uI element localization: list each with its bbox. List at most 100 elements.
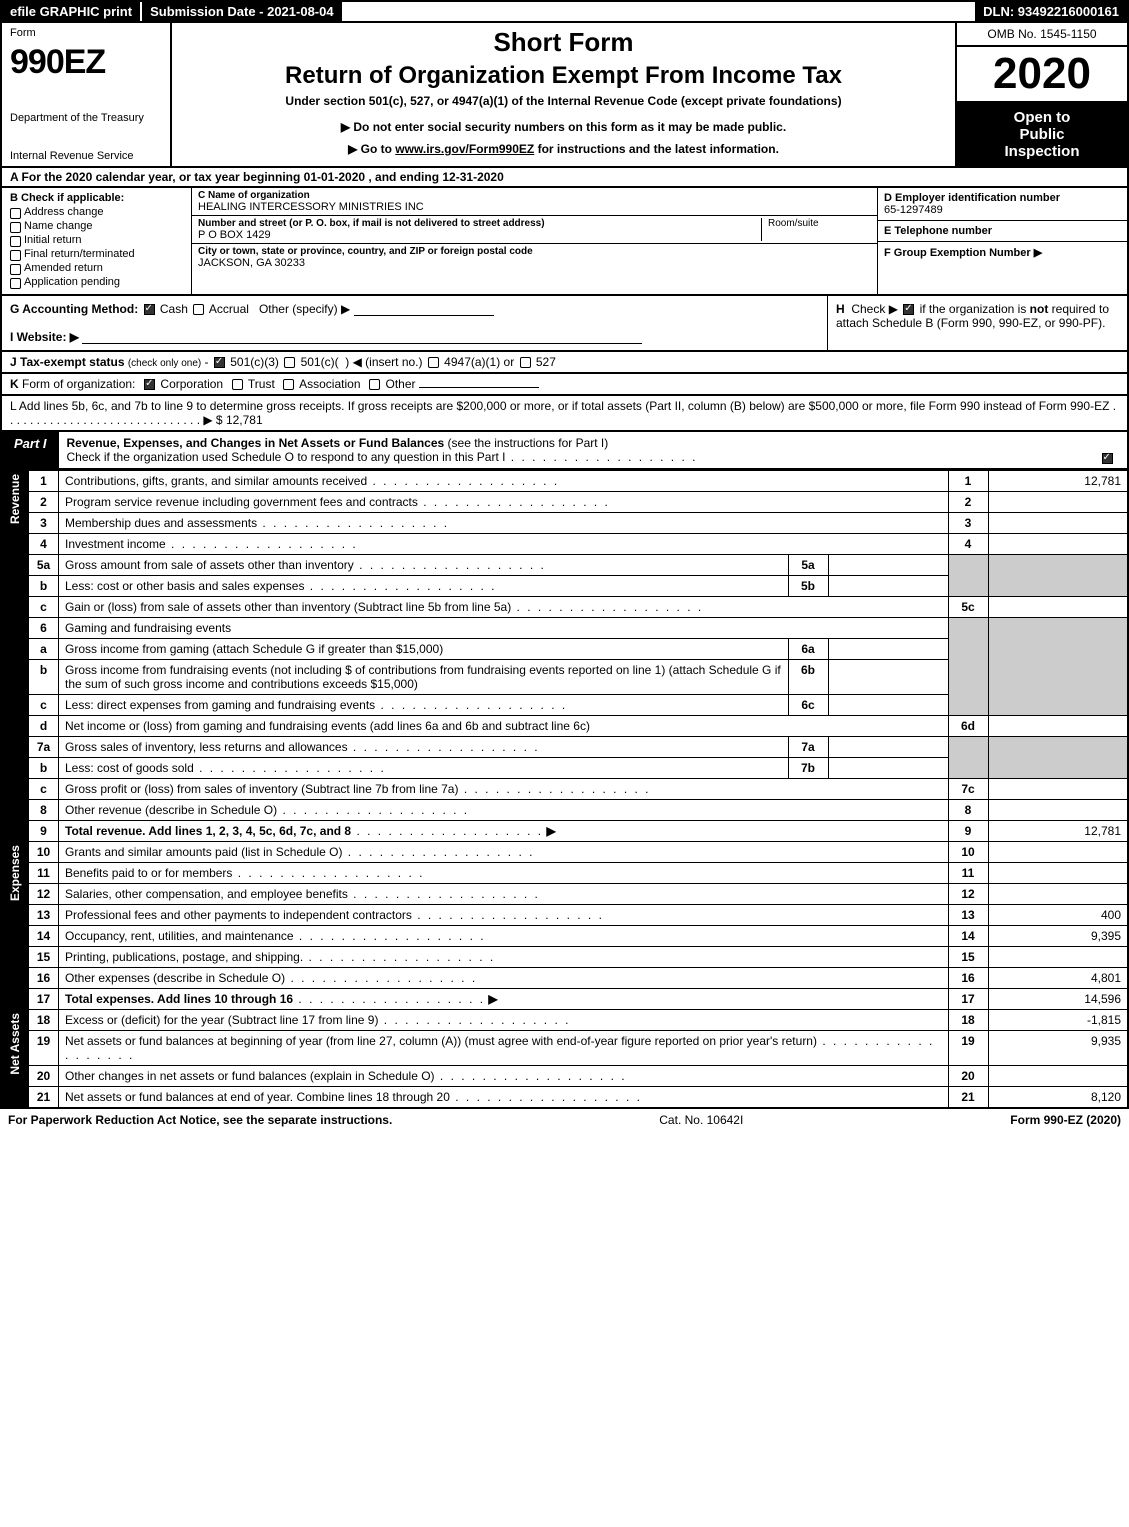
r14-text: Occupancy, rent, utilities, and maintena… (59, 926, 949, 947)
r3-text: Membership dues and assessments (59, 513, 949, 534)
r5ab-shade (948, 555, 988, 597)
r13-num: 13 (29, 905, 59, 926)
g-other-blank[interactable] (354, 315, 494, 316)
c-name-row: C Name of organization HEALING INTERCESS… (192, 188, 877, 216)
r20-num: 20 (29, 1066, 59, 1087)
r14-rn: 14 (948, 926, 988, 947)
ssn-warning: ▶ Do not enter social security numbers o… (184, 120, 943, 134)
i-website-blank[interactable] (82, 343, 642, 344)
cb-amended-return[interactable]: Amended return (10, 262, 183, 274)
r15-rn: 15 (948, 947, 988, 968)
r12-text: Salaries, other compensation, and employ… (59, 884, 949, 905)
r6b-sbv (828, 660, 948, 695)
r6d-rn: 6d (948, 716, 988, 737)
r8-rn: 8 (948, 800, 988, 821)
r21-num: 21 (29, 1087, 59, 1109)
r4-val (988, 534, 1128, 555)
block-bcdef: B Check if applicable: Address change Na… (0, 188, 1129, 296)
cb-527-icon[interactable] (520, 357, 531, 368)
r12-num: 12 (29, 884, 59, 905)
r5a-sbv (828, 555, 948, 576)
f-group-label: F Group Exemption Number ▶ (884, 246, 1121, 259)
cb-assoc-icon[interactable] (283, 379, 294, 390)
org-street: P O BOX 1429 (198, 229, 761, 241)
r7c-text: Gross profit or (loss) from sales of inv… (59, 779, 949, 800)
cb-cash-icon[interactable] (144, 304, 155, 315)
part-1-sub: Check if the organization used Schedule … (67, 450, 506, 464)
g-accrual: Accrual (209, 302, 249, 316)
c-city-row: City or town, state or province, country… (192, 244, 877, 271)
cb-schedule-b-icon[interactable] (903, 304, 914, 315)
footer-right: Form 990-EZ (2020) (1010, 1113, 1121, 1127)
room-suite-label: Room/suite (761, 218, 871, 241)
r6b-text: Gross income from fundraising events (no… (59, 660, 789, 695)
r7c-rn: 7c (948, 779, 988, 800)
footer-mid: Cat. No. 10642I (392, 1113, 1010, 1127)
footer-left: For Paperwork Reduction Act Notice, see … (8, 1113, 392, 1127)
cb-corp-icon[interactable] (144, 379, 155, 390)
i-website-label: I Website: ▶ (10, 330, 79, 344)
r16-rn: 16 (948, 968, 988, 989)
r16-text: Other expenses (describe in Schedule O) (59, 968, 949, 989)
cb-final-return[interactable]: Final return/terminated (10, 248, 183, 260)
r20-val (988, 1066, 1128, 1087)
cb-other-icon[interactable] (369, 379, 380, 390)
page-footer: For Paperwork Reduction Act Notice, see … (0, 1109, 1129, 1131)
insp-3: Inspection (963, 143, 1121, 160)
e-phone-label: E Telephone number (884, 225, 1121, 237)
block-gh: G Accounting Method: Cash Accrual Other … (0, 296, 1129, 352)
col-b-header: B Check if applicable: (10, 192, 183, 204)
d-ein-block: D Employer identification number 65-1297… (878, 188, 1127, 221)
r10-val (988, 842, 1128, 863)
r15-text: Printing, publications, postage, and shi… (59, 947, 949, 968)
cb-application-pending[interactable]: Application pending (10, 276, 183, 288)
col-def: D Employer identification number 65-1297… (877, 188, 1127, 294)
goto-post: for instructions and the latest informat… (534, 142, 779, 156)
cb-trust-icon[interactable] (232, 379, 243, 390)
cb-name-change[interactable]: Name change (10, 220, 183, 232)
r1-rn: 1 (948, 471, 988, 492)
part-1-tab: Part I (2, 432, 59, 468)
r18-rn: 18 (948, 1010, 988, 1031)
r9-num: 9 (29, 821, 59, 842)
r7a-text: Gross sales of inventory, less returns a… (59, 737, 789, 758)
g-cash: Cash (160, 302, 188, 316)
r6-shade (948, 618, 988, 716)
r6-shade-v (988, 618, 1128, 716)
top-bar: efile GRAPHIC print Submission Date - 20… (0, 0, 1129, 23)
r6c-text: Less: direct expenses from gaming and fu… (59, 695, 789, 716)
r2-rn: 2 (948, 492, 988, 513)
part-1-check (1087, 432, 1127, 468)
j-tax-exempt: J Tax-exempt status (check only one) - 5… (0, 352, 1129, 374)
r16-num: 16 (29, 968, 59, 989)
cb-501c-icon[interactable] (284, 357, 295, 368)
submission-date: Submission Date - 2021-08-04 (140, 2, 342, 21)
r13-rn: 13 (948, 905, 988, 926)
form-number: 990EZ (10, 43, 162, 82)
cb-initial-return[interactable]: Initial return (10, 234, 183, 246)
h-schedule-b: H Check ▶ if the organization is not req… (827, 296, 1127, 350)
cb-part1-o-icon[interactable] (1102, 453, 1113, 464)
cb-address-change[interactable]: Address change (10, 206, 183, 218)
irs-link[interactable]: www.irs.gov/Form990EZ (395, 142, 534, 156)
r11-num: 11 (29, 863, 59, 884)
part-1-title-bold: Revenue, Expenses, and Changes in Net As… (67, 436, 445, 450)
r7c-num: c (29, 779, 59, 800)
efile-label[interactable]: efile GRAPHIC print (2, 2, 140, 21)
r17-text: Total expenses. Add lines 10 through 16 (59, 989, 949, 1010)
l-gross-receipts: L Add lines 5b, 6c, and 7b to line 9 to … (0, 396, 1129, 432)
cb-accrual-icon[interactable] (193, 304, 204, 315)
r5c-text: Gain or (loss) from sale of assets other… (59, 597, 949, 618)
r6-num: 6 (29, 618, 59, 639)
k-other-blank[interactable] (419, 387, 539, 388)
r5a-sb: 5a (788, 555, 828, 576)
insp-1: Open to (963, 109, 1121, 126)
cb-4947-icon[interactable] (428, 357, 439, 368)
f-group-block: F Group Exemption Number ▶ (878, 242, 1127, 294)
r3-num: 3 (29, 513, 59, 534)
r7b-text: Less: cost of goods sold (59, 758, 789, 779)
cb-501c3-icon[interactable] (214, 357, 225, 368)
r1-text: Contributions, gifts, grants, and simila… (59, 471, 949, 492)
r7b-sb: 7b (788, 758, 828, 779)
r6-text: Gaming and fundraising events (59, 618, 949, 639)
